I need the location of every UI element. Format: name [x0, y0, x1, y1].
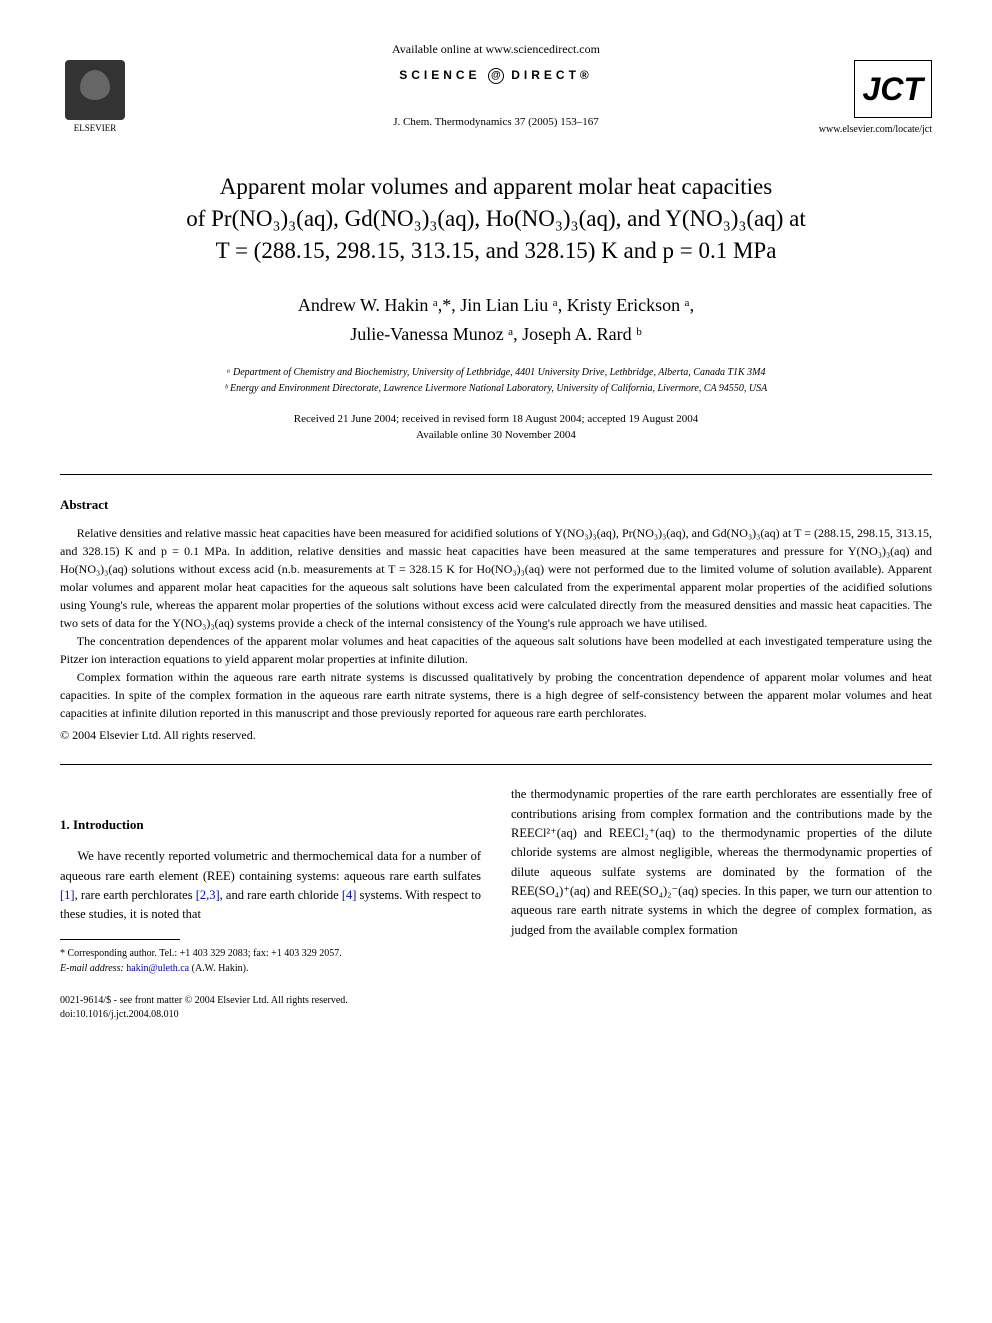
- authors: Andrew W. Hakin ᵃ,*, Jin Lian Liu ᵃ, Kri…: [80, 291, 912, 349]
- jct-logo-block: JCT www.elsevier.com/locate/jct: [819, 60, 932, 137]
- title-line-2: of Pr(NO₃)₃(aq), Gd(NO₃)₃(aq), Ho(NO₃)₃(…: [186, 206, 806, 231]
- ref-link-4[interactable]: [4]: [342, 888, 357, 902]
- footnote-rule: [60, 939, 180, 940]
- affiliation-b: ᵇ Energy and Environment Directorate, La…: [80, 381, 912, 397]
- affiliations: ᵃ Department of Chemistry and Biochemist…: [80, 365, 912, 397]
- authors-line-1: Andrew W. Hakin ᵃ,*, Jin Lian Liu ᵃ, Kri…: [298, 295, 694, 315]
- jct-logo-text: JCT: [854, 60, 932, 118]
- ref-link-1[interactable]: [1]: [60, 888, 75, 902]
- left-column: 1. Introduction We have recently reporte…: [60, 815, 481, 1022]
- intro-text-2: , rare earth perchlorates: [75, 888, 196, 902]
- email-line: E-mail address: hakin@uleth.ca (A.W. Hak…: [60, 961, 481, 976]
- title-block: Apparent molar volumes and apparent mola…: [80, 171, 912, 444]
- copyright-footer: 0021-9614/$ - see front matter © 2004 El…: [60, 994, 481, 1022]
- title-line-3: T = (288.15, 298.15, 313.15, and 328.15)…: [216, 238, 777, 263]
- page-header: ELSEVIER Available online at www.science…: [60, 40, 932, 131]
- abstract-body: Relative densities and relative massic h…: [60, 524, 932, 722]
- doi-line: doi:10.1016/j.jct.2004.08.010: [60, 1008, 481, 1022]
- intro-text-1: We have recently reported volumetric and…: [60, 849, 481, 882]
- authors-line-2: Julie-Vanessa Munoz ᵃ, Joseph A. Rard ᵇ: [350, 324, 641, 344]
- intro-text-3: , and rare earth chloride: [220, 888, 342, 902]
- abstract-p1: Relative densities and relative massic h…: [60, 524, 932, 632]
- two-column-body: 1. Introduction We have recently reporte…: [60, 785, 932, 1022]
- journal-reference: J. Chem. Thermodynamics 37 (2005) 153–16…: [60, 114, 932, 131]
- corresponding-author: * Corresponding author. Tel.: +1 403 329…: [60, 946, 481, 961]
- intro-heading: 1. Introduction: [60, 815, 481, 835]
- intro-right-p1: the thermodynamic properties of the rare…: [511, 785, 932, 940]
- article-title: Apparent molar volumes and apparent mola…: [80, 171, 912, 268]
- received-date: Received 21 June 2004; received in revis…: [80, 411, 912, 428]
- elsevier-logo: ELSEVIER: [60, 60, 130, 136]
- elsevier-label: ELSEVIER: [60, 122, 130, 136]
- abstract-heading: Abstract: [60, 495, 932, 515]
- ref-link-23[interactable]: [2,3]: [196, 888, 220, 902]
- abstract-section: Abstract Relative densities and relative…: [60, 495, 932, 745]
- science-text: SCIENCE: [399, 68, 480, 82]
- divider-rule: [60, 474, 932, 475]
- intro-p1: We have recently reported volumetric and…: [60, 847, 481, 925]
- elsevier-tree-icon: [65, 60, 125, 120]
- article-dates: Received 21 June 2004; received in revis…: [80, 411, 912, 444]
- affiliation-a: ᵃ Department of Chemistry and Biochemist…: [80, 365, 912, 381]
- divider-rule-2: [60, 764, 932, 765]
- title-line-1: Apparent molar volumes and apparent mola…: [220, 174, 772, 199]
- email-link[interactable]: hakin@uleth.ca: [126, 963, 189, 974]
- sciencedirect-logo: SCIENCE @ DIRECT®: [60, 66, 932, 84]
- abstract-p2: The concentration dependences of the app…: [60, 632, 932, 668]
- footnotes: * Corresponding author. Tel.: +1 403 329…: [60, 946, 481, 976]
- abstract-copyright: © 2004 Elsevier Ltd. All rights reserved…: [60, 726, 932, 744]
- at-icon: @: [488, 68, 504, 84]
- email-suffix: (A.W. Hakin).: [189, 963, 248, 974]
- issn-line: 0021-9614/$ - see front matter © 2004 El…: [60, 994, 481, 1008]
- available-online-text: Available online at www.sciencedirect.co…: [60, 40, 932, 58]
- journal-url: www.elsevier.com/locate/jct: [819, 122, 932, 137]
- direct-text: DIRECT®: [511, 68, 593, 82]
- available-date: Available online 30 November 2004: [80, 427, 912, 444]
- email-label: E-mail address:: [60, 963, 126, 974]
- abstract-p3: Complex formation within the aqueous rar…: [60, 668, 932, 722]
